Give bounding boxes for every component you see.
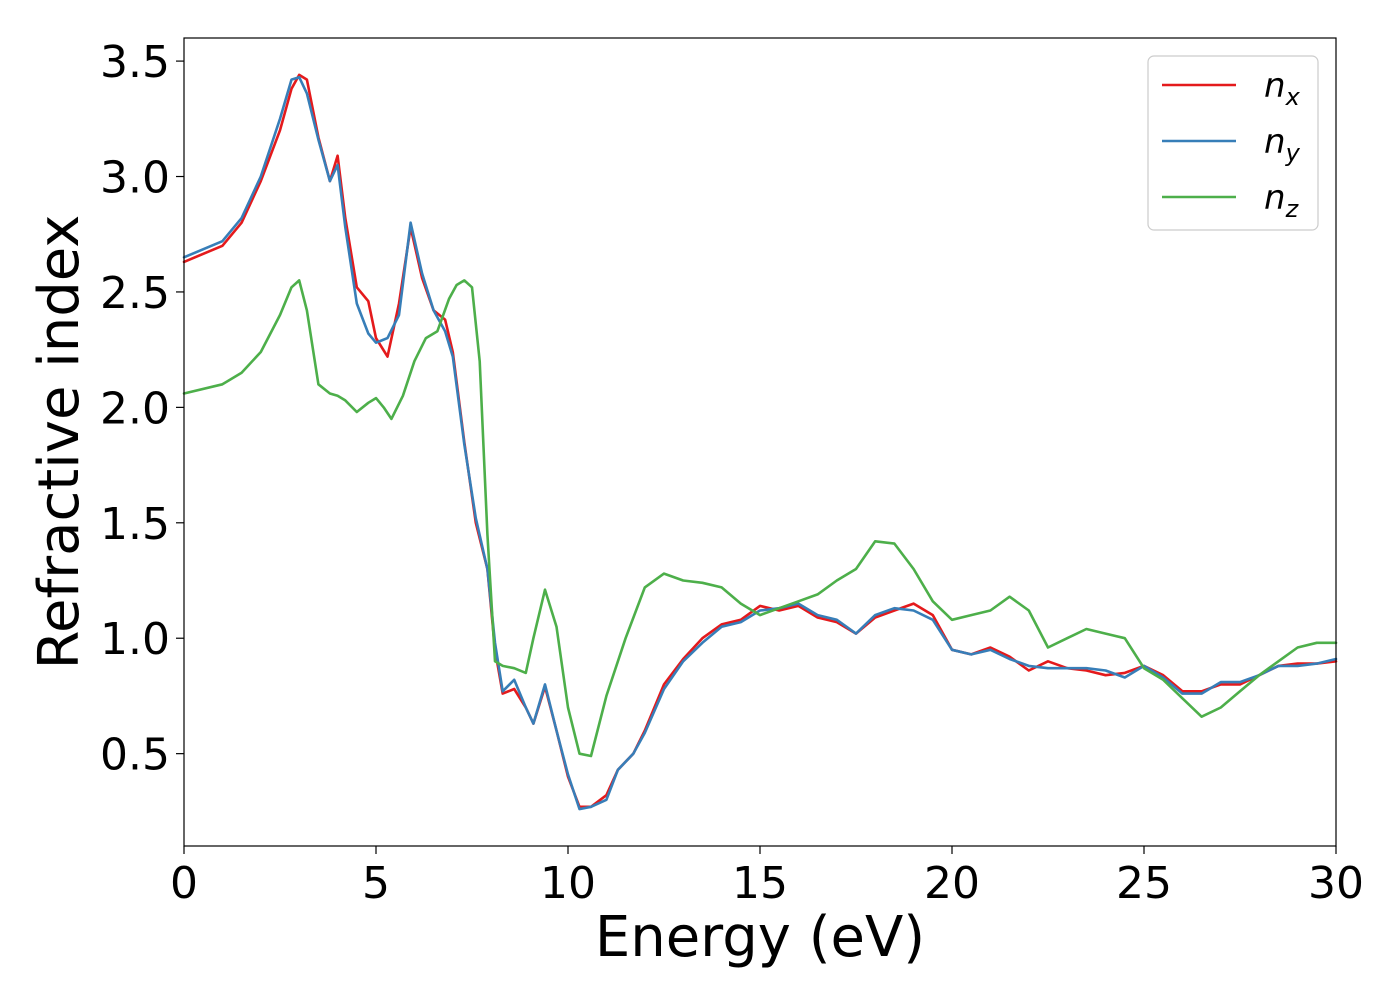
x-axis: 0 5 10 15 20 25 30: [170, 846, 1364, 909]
series-line-y: [182, 75, 1338, 811]
x-tick-label: 15: [732, 858, 788, 909]
series-layer: [182, 73, 1338, 811]
series-line-z: [182, 279, 1338, 758]
x-tick-label: 25: [1116, 858, 1172, 909]
y-tick-label: 0.5: [100, 730, 170, 781]
y-tick-label: 2.0: [100, 383, 170, 434]
x-axis-title: Energy (eV): [595, 905, 925, 970]
y-tick-label: 3.5: [100, 37, 170, 88]
legend-label-base: n: [1264, 122, 1286, 162]
y-tick-label: 1.5: [100, 499, 170, 550]
y-axis-title: Refractive index: [27, 215, 92, 670]
x-tick-label: 20: [924, 858, 980, 909]
plot-background: [184, 38, 1336, 846]
legend-label-x: nx: [1264, 66, 1301, 111]
y-tick-label: 1.0: [100, 614, 170, 665]
legend-label-subscript: y: [1285, 139, 1301, 167]
x-tick-label: 30: [1308, 858, 1364, 909]
legend-label-base: n: [1264, 66, 1286, 106]
legend-label-base: n: [1264, 178, 1286, 218]
legend-label-y: ny: [1264, 122, 1301, 167]
legend-label-subscript: z: [1285, 195, 1300, 223]
x-tick-label: 5: [362, 858, 390, 909]
legend-box: [1147, 55, 1319, 231]
y-tick-label: 2.5: [100, 268, 170, 319]
y-axis: 0.5 1.0 1.5 2.0 2.5 3.0 3.5: [100, 37, 184, 781]
y-tick-label: 3.0: [100, 153, 170, 204]
x-tick-label: 10: [540, 858, 596, 909]
x-tick-label: 0: [170, 858, 198, 909]
legend-label-z: nz: [1264, 178, 1300, 223]
legend-label-subscript: x: [1285, 83, 1301, 111]
